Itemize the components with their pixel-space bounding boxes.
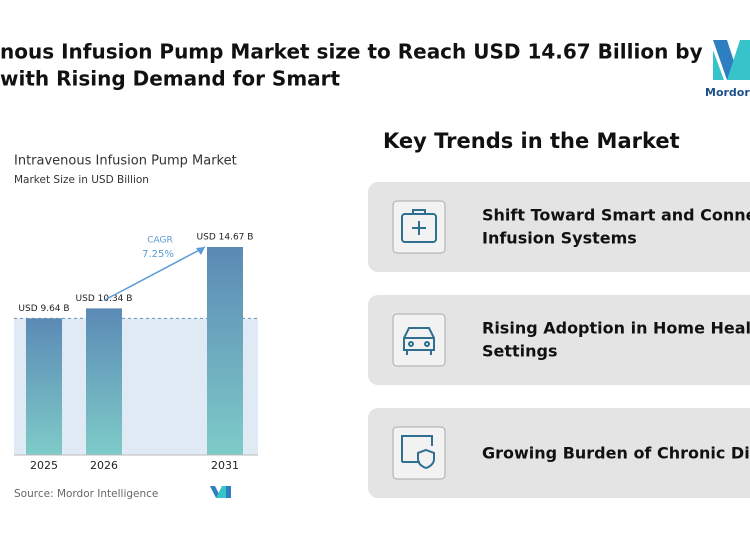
cagr-arrow xyxy=(103,246,206,302)
trends: Shift Toward Smart and Connec Infusion S… xyxy=(368,182,750,498)
trend-text: Settings xyxy=(482,342,558,361)
source: Source: Mordor Intelligence xyxy=(14,488,158,500)
cagr-value: 7.25% xyxy=(142,249,174,260)
logo xyxy=(713,40,750,80)
trend-text: Growing Burden of Chronic Dise xyxy=(482,444,750,463)
header-title: nous Infusion Pump Market size to Reach … xyxy=(0,40,703,64)
chart-title: Intravenous Infusion Pump Market xyxy=(14,154,237,169)
trend-card xyxy=(368,182,750,272)
cagr-label: CAGR xyxy=(147,236,173,246)
trends-title: Key Trends in the Market xyxy=(383,129,680,153)
trend-card xyxy=(368,295,750,385)
source-logo xyxy=(210,486,231,498)
trend-text: Rising Adoption in Home Health xyxy=(482,319,750,338)
cagr-arrowhead xyxy=(196,247,205,255)
bar xyxy=(207,247,243,455)
chart-subtitle: Market Size in USD Billion xyxy=(14,174,149,186)
value-label: USD 9.64 B xyxy=(18,304,69,314)
trend-card xyxy=(368,408,750,498)
x-tick-label: 2026 xyxy=(90,459,118,472)
x-tick-label: 2025 xyxy=(30,459,58,472)
trend-text: Infusion Systems xyxy=(482,229,637,248)
header-title: with Rising Demand for Smart xyxy=(0,67,341,91)
value-label: USD 14.67 B xyxy=(197,233,254,243)
bar xyxy=(86,308,122,455)
value-label: USD 10.34 B xyxy=(76,294,133,304)
icons xyxy=(401,209,437,470)
logo-text: Mordor In xyxy=(705,86,750,99)
trend-text: Shift Toward Smart and Connec xyxy=(482,206,750,225)
x-tick-label: 2031 xyxy=(211,459,239,472)
bar xyxy=(26,318,62,455)
chart: USD 9.64 B 2025 USD 10.34 B 2026 USD 14.67 B… xyxy=(14,233,258,472)
